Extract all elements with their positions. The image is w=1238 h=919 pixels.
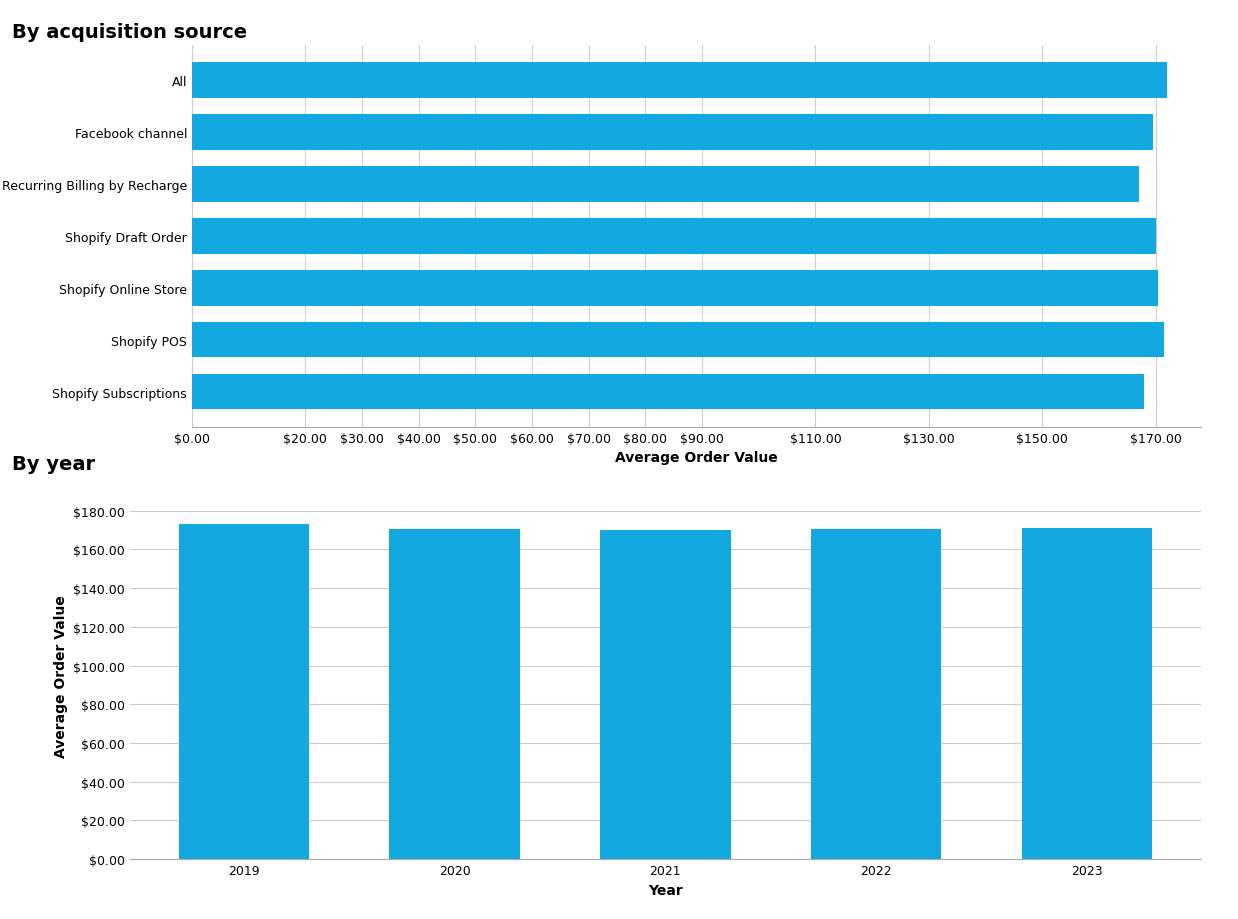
Bar	[192, 271, 1159, 306]
Bar	[192, 375, 1144, 410]
Bar	[192, 167, 1139, 202]
Bar	[192, 63, 1167, 98]
Text: By year: By year	[12, 455, 95, 474]
Bar	[390, 529, 520, 859]
Bar	[192, 219, 1155, 255]
Bar	[178, 525, 310, 859]
Bar	[1021, 528, 1153, 859]
Y-axis label: Average Order Value: Average Order Value	[53, 595, 68, 756]
Bar	[192, 323, 1164, 358]
Bar	[192, 115, 1153, 151]
Bar	[811, 529, 941, 859]
Text: By acquisition source: By acquisition source	[12, 23, 248, 42]
Bar	[600, 530, 730, 859]
X-axis label: Average Order Value: Average Order Value	[615, 450, 777, 465]
X-axis label: Year: Year	[647, 882, 683, 897]
